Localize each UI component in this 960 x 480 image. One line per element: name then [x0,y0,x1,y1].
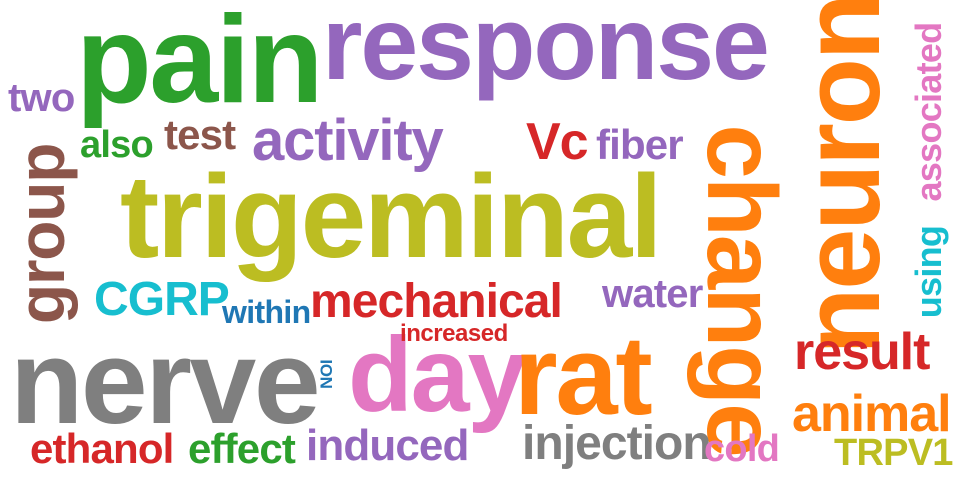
word-change: change [687,124,797,456]
word-associated: associated [908,22,949,202]
word-response: response [322,0,770,102]
word-water: water [602,272,703,316]
word-trigeminal: trigeminal [120,151,663,283]
word-nerve: nerve [10,315,321,449]
word-vc: Vc [526,113,589,171]
word-also: also [80,124,154,166]
word-cgrp: CGRP [94,273,230,326]
word-result: result [794,323,930,381]
word-induced: induced [306,421,469,470]
word-using: using [908,225,949,319]
word-increased: increased [400,320,508,347]
word-group: group [4,143,78,325]
word-ion: ION [316,359,336,389]
word-cold: cold [704,428,780,470]
word-test: test [164,111,236,158]
word-injection: injection [522,417,712,470]
word-mechanical: mechanical [310,275,563,328]
word-fiber: fiber [596,121,684,168]
word-day: day [348,316,526,434]
word-ethanol: ethanol [30,425,174,472]
word-animal: animal [792,385,952,443]
word-neuron: neuron [780,0,903,355]
word-two: two [8,76,75,120]
word-pain: pain [76,0,323,129]
word-effect: effect [188,425,296,472]
word-within: within [222,294,311,330]
word-trpv1: TRPV1 [834,432,953,474]
word-activity: activity [252,108,444,173]
word-rat: rat [514,313,653,438]
